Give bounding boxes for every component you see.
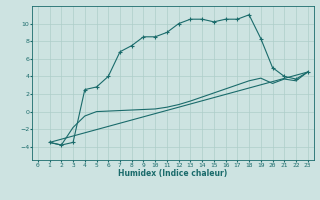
X-axis label: Humidex (Indice chaleur): Humidex (Indice chaleur)	[118, 169, 228, 178]
